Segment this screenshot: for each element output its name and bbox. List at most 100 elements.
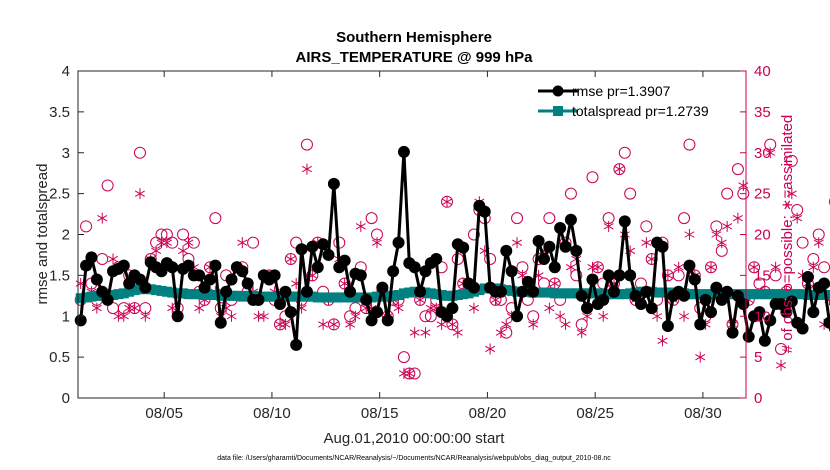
obs-assimilated-point (118, 310, 129, 322)
totalspread-point (124, 286, 135, 297)
obs-possible-point (209, 212, 222, 225)
totalspread-point (792, 289, 803, 300)
totalspread-point (388, 290, 399, 301)
totalspread-point (544, 287, 555, 298)
totalspread-point (705, 289, 716, 300)
y-tick-label: 2.5 (49, 186, 70, 203)
rmse-point (559, 240, 572, 253)
totalspread-point (183, 289, 194, 300)
totalspread-point (657, 287, 668, 298)
rmse-point (694, 318, 707, 331)
y-tick-label: 2 (62, 227, 70, 244)
obs-assimilated-point (776, 359, 787, 371)
rmse-point (780, 306, 793, 319)
obs-assimilated-point (695, 351, 706, 363)
rmse-point (327, 177, 340, 190)
totalspread-point (188, 289, 199, 300)
totalspread-point (151, 285, 162, 296)
totalspread-point (797, 289, 808, 300)
rmse-point (209, 259, 222, 272)
rmse-point (613, 269, 626, 282)
legend-totalspread-marker (553, 106, 563, 116)
rmse-point (193, 269, 206, 282)
rmse-point (370, 306, 383, 319)
rmse-point (220, 285, 233, 298)
obs-assimilated-point (447, 318, 458, 330)
obs-possible-point (586, 171, 599, 184)
rmse-point (704, 306, 717, 319)
totalspread-point (463, 288, 474, 299)
rmse-point (543, 240, 556, 253)
obs-possible-point (618, 146, 631, 159)
rmse-point (203, 273, 216, 286)
y2-tick-label: 30 (754, 145, 771, 162)
totalspread-point (652, 287, 663, 298)
rmse-point (505, 265, 518, 278)
obs-assimilated-point (226, 310, 237, 322)
obs-assimilated-point (673, 261, 684, 273)
totalspread-point (587, 288, 598, 299)
obs-assimilated-point (592, 261, 603, 273)
obs-assimilated-point (808, 261, 819, 273)
obs-assimilated-point (652, 310, 663, 322)
totalspread-point (592, 288, 603, 299)
totalspread-point (264, 291, 275, 302)
rmse-point (408, 261, 421, 274)
rmse-point (575, 289, 588, 302)
totalspread-point (404, 287, 415, 298)
totalspread-point (108, 289, 119, 300)
totalspread-point (339, 292, 350, 303)
obs-assimilated-point (468, 302, 479, 314)
y-tick-label: 3.5 (49, 104, 70, 121)
totalspread-point (328, 292, 339, 303)
rmse-point (678, 289, 691, 302)
x-tick-label: 08/05 (145, 405, 183, 422)
totalspread-point (749, 289, 760, 300)
totalspread-point (312, 292, 323, 303)
rmse-point (322, 248, 335, 261)
rmse-point (241, 277, 254, 290)
obs-possible-point (683, 138, 696, 151)
totalspread-point (194, 289, 205, 300)
rmse-point (214, 316, 227, 329)
obs-assimilated-point (576, 327, 587, 339)
obs-possible-point (640, 220, 653, 233)
totalspread-point (565, 288, 576, 299)
obs-assimilated-point (393, 302, 404, 314)
totalspread-point (210, 289, 221, 300)
rmse-point (274, 297, 287, 310)
obs-assimilated-point (258, 310, 269, 322)
totalspread-point (226, 290, 237, 301)
totalspread-point (759, 289, 770, 300)
x-axis-label: Aug.01,2010 00:00:00 start (324, 430, 506, 447)
totalspread-point (754, 289, 765, 300)
obs-possible-point (484, 253, 497, 266)
legend-box (532, 78, 740, 120)
obs-assimilated-point (512, 237, 523, 249)
rmse-point (726, 326, 739, 339)
obs-assimilated-point (722, 220, 733, 232)
rmse-point (376, 281, 389, 294)
obs-assimilated-point (237, 237, 248, 249)
obs-assimilated-point (328, 318, 339, 330)
totalspread-point (296, 291, 307, 302)
obs-assimilated-point (194, 302, 205, 314)
rmse-point (381, 314, 394, 327)
obs-assimilated-point (544, 302, 555, 314)
obs-possible-point (785, 154, 798, 167)
rmse-point (344, 285, 357, 298)
totalspread-point (662, 287, 673, 298)
totalspread-point (113, 289, 124, 300)
legend: rmse pr=1.3907 totalspread pr=1.2739 (532, 78, 740, 120)
totalspread-point (382, 291, 393, 302)
totalspread-point (802, 289, 813, 300)
rmse-point (457, 241, 470, 254)
obs-assimilated-point (134, 188, 145, 200)
totalspread-point (781, 289, 792, 300)
rmse-point (511, 310, 524, 323)
obs-assimilated-point (813, 237, 824, 249)
totalspread-point (307, 291, 318, 302)
totalspread-point (393, 289, 404, 300)
totalspread-point (808, 289, 819, 300)
y-tick-label: 0.5 (49, 349, 70, 366)
